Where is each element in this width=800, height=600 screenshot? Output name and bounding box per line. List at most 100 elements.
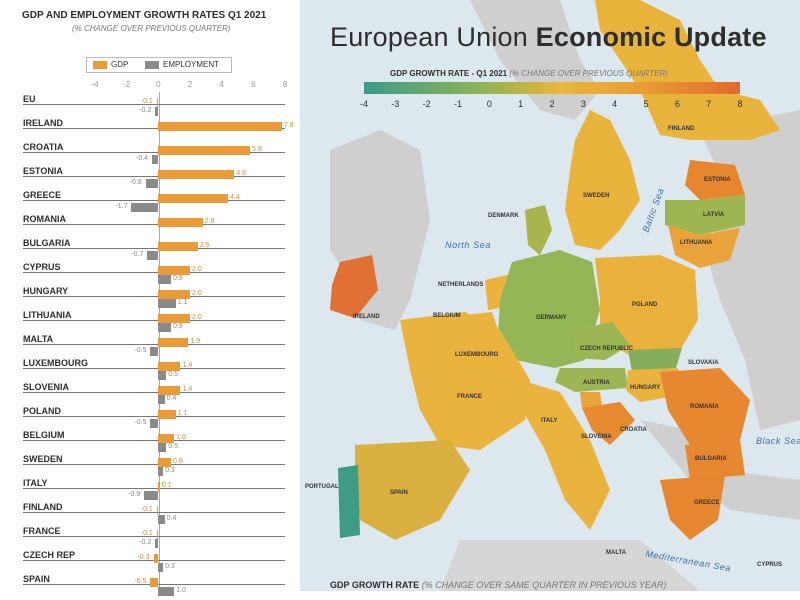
region-romania[interactable] bbox=[660, 368, 750, 445]
category-label: SWEDEN bbox=[23, 454, 63, 464]
gdp-bar bbox=[158, 410, 176, 419]
category-label: CZECH REP bbox=[23, 550, 76, 560]
scale-tick: -3 bbox=[391, 99, 400, 109]
region-portugal[interactable] bbox=[338, 465, 360, 538]
scale-tick: 2 bbox=[549, 99, 555, 109]
region-czech[interactable] bbox=[572, 322, 630, 360]
gdp-value-label: 2.8 bbox=[204, 218, 215, 225]
region-poland[interactable] bbox=[595, 255, 698, 355]
region-sweden[interactable] bbox=[565, 110, 640, 250]
chart-row: ITALY 0.1 -0.9 bbox=[0, 478, 300, 504]
employment-bar bbox=[150, 419, 159, 428]
row-rule bbox=[23, 152, 285, 153]
gdp-value-label: -0.5 bbox=[134, 578, 147, 585]
country-label-sweden: SWEDEN bbox=[583, 193, 610, 199]
employment-value-label: -1.7 bbox=[115, 203, 128, 210]
row-rule bbox=[23, 488, 285, 489]
chart-row: HUNGARY 2.0 1.1 bbox=[0, 286, 300, 312]
region-croatia[interactable] bbox=[582, 402, 635, 445]
region-slovakia[interactable] bbox=[628, 348, 682, 372]
region-finland[interactable] bbox=[595, 0, 780, 140]
gdp-value-label: 4.8 bbox=[236, 170, 247, 177]
gdp-bar bbox=[156, 98, 159, 107]
gdp-value-label: 2.0 bbox=[192, 290, 202, 297]
region-italy[interactable] bbox=[520, 380, 610, 530]
axis-tick-label: 6 bbox=[251, 80, 256, 89]
region-bulgaria[interactable] bbox=[685, 440, 745, 480]
gdp-bar bbox=[158, 146, 251, 155]
chart-subtitle: (% CHANGE OVER PREVIOUS QUARTER) bbox=[72, 24, 231, 33]
row-rule bbox=[23, 368, 285, 369]
employment-bar bbox=[158, 443, 167, 452]
chart-row: POLAND 1.1 -0.5 bbox=[0, 406, 300, 432]
employment-bar bbox=[158, 323, 171, 332]
employment-bar bbox=[155, 107, 159, 116]
sea-label: North Sea bbox=[445, 240, 491, 250]
chart-row: SLOVENIA 1.4 0.4 bbox=[0, 382, 300, 408]
category-label: BELGIUM bbox=[23, 430, 65, 440]
gdp-bar bbox=[158, 266, 190, 275]
region-spain[interactable] bbox=[355, 440, 470, 540]
region-lithuania[interactable] bbox=[668, 225, 740, 268]
category-label: FINLAND bbox=[23, 502, 63, 512]
region-latvia[interactable] bbox=[665, 195, 745, 235]
employment-value-label: 0.5 bbox=[168, 371, 178, 378]
gdp-value-label: 0.8 bbox=[173, 458, 183, 465]
employment-bar bbox=[144, 491, 159, 500]
category-label: GREECE bbox=[23, 190, 62, 200]
employment-value-label: 0.8 bbox=[173, 323, 183, 330]
category-label: ESTONIA bbox=[23, 166, 63, 176]
region-slovenia[interactable] bbox=[580, 392, 602, 408]
region-france[interactable] bbox=[400, 312, 530, 450]
gdp-bar bbox=[158, 434, 175, 443]
color-scale-bar bbox=[364, 82, 740, 94]
country-label-netherlands: NETHERLANDS bbox=[438, 282, 484, 288]
chart-row: IRELAND 7.8 bbox=[0, 118, 300, 144]
employment-bar bbox=[158, 563, 164, 572]
gdp-bar bbox=[158, 338, 189, 347]
row-rule bbox=[23, 248, 285, 249]
row-rule bbox=[23, 176, 285, 177]
category-label: LUXEMBOURG bbox=[23, 358, 88, 368]
category-label: CYPRUS bbox=[23, 262, 61, 272]
gdp-bar bbox=[158, 314, 190, 323]
region-austria[interactable] bbox=[555, 368, 628, 392]
country-label-estonia: ESTONIA bbox=[704, 177, 731, 183]
region-ireland[interactable] bbox=[330, 255, 378, 318]
country-label-belgium: BELGIUM bbox=[433, 313, 461, 319]
employment-value-label: -0.2 bbox=[139, 107, 152, 114]
gdp-bar bbox=[156, 506, 159, 515]
gdp-bar bbox=[158, 362, 181, 371]
country-label-slovakia: SLOVAKIA bbox=[688, 360, 719, 366]
employment-bar bbox=[158, 395, 165, 404]
chart-row: SWEDEN 0.8 0.3 bbox=[0, 454, 300, 480]
region-greece[interactable] bbox=[660, 475, 725, 540]
row-rule bbox=[23, 320, 285, 321]
employment-bar bbox=[158, 587, 175, 596]
country-label-austria: AUSTRIA bbox=[583, 380, 610, 386]
category-label: ROMANIA bbox=[23, 214, 66, 224]
country-label-luxembourg: LUXEMBOURG bbox=[455, 352, 499, 358]
axis-tick-label: 8 bbox=[282, 80, 288, 89]
scale-tick: 4 bbox=[612, 99, 618, 109]
country-label-greece: GREECE bbox=[694, 500, 720, 506]
country-label-cyprus: CYPRUS bbox=[757, 562, 783, 568]
country-label-finland: FINLAND bbox=[668, 126, 695, 132]
employment-value-label: -0.7 bbox=[131, 251, 144, 258]
legend-gdp-label: GDP bbox=[111, 60, 129, 69]
country-label-italy: ITALY bbox=[541, 418, 558, 424]
country-label-portugal: PORTUGAL bbox=[305, 484, 339, 490]
sea-label: Black Sea bbox=[756, 436, 800, 446]
employment-bar bbox=[150, 347, 159, 356]
region-estonia[interactable] bbox=[685, 160, 745, 200]
gdp-value-label: 1.4 bbox=[182, 362, 193, 369]
region-denmark[interactable] bbox=[525, 205, 552, 255]
chart-legend: GDP EMPLOYMENT bbox=[86, 57, 232, 73]
country-label-hungary: HUNGARY bbox=[630, 385, 661, 391]
gdp-bar bbox=[158, 218, 203, 227]
employment-bar bbox=[158, 371, 167, 380]
scale-tick: 1 bbox=[518, 99, 524, 109]
employment-value-label: 1.1 bbox=[177, 299, 188, 306]
employment-value-label: -0.4 bbox=[136, 155, 149, 162]
